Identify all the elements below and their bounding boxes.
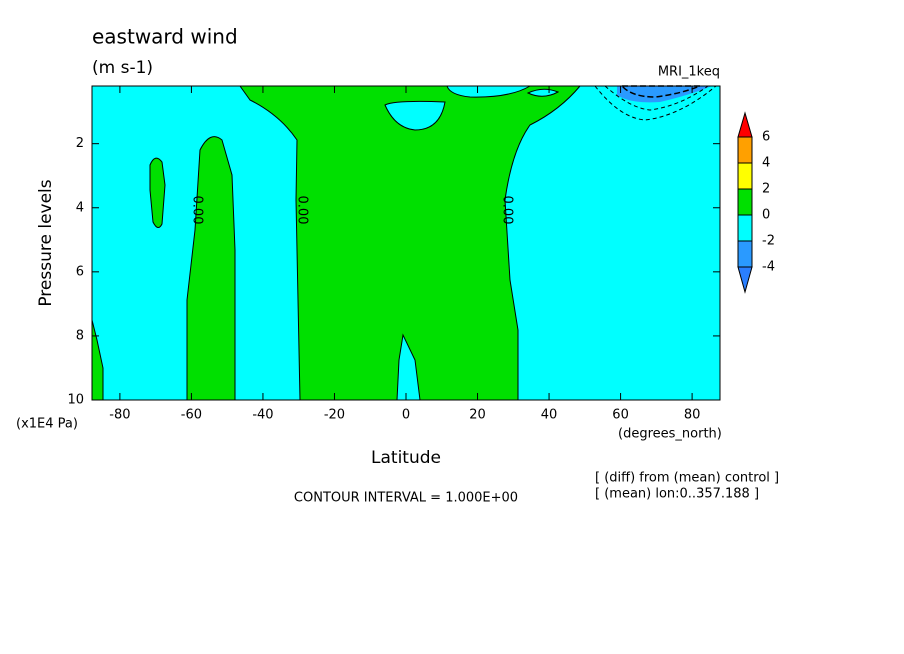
colorbar-label: -2 (762, 234, 775, 249)
colorbar-segment (737, 188, 753, 216)
colorbar-segment (737, 214, 753, 242)
contour-line (594, 85, 717, 121)
colorbar-segment (737, 266, 753, 294)
x-tick-label: 80 (684, 408, 701, 423)
y-tick-label: 6 (76, 264, 84, 279)
contour-fill (149, 157, 166, 228)
y-tick-label: 8 (76, 328, 84, 343)
y-tick-label: 2 (76, 136, 84, 151)
colorbar-segment (737, 162, 753, 190)
contour-line (604, 85, 709, 111)
dataset: MRI_1keq (658, 65, 720, 80)
x-tick-label: -20 (324, 408, 345, 423)
contour-label: 0.00 (190, 196, 205, 225)
annotation: [ (mean) lon:0..357.188 ] (595, 487, 759, 502)
contour-fill (239, 85, 582, 401)
contour-field (91, 85, 720, 401)
x-tick-label: 0 (402, 408, 410, 423)
colorbar-segment (737, 111, 753, 138)
x-tick-label: -60 (181, 408, 202, 423)
colorbar-label: 6 (762, 130, 770, 145)
contour-fill (446, 85, 532, 98)
annotation: [ (diff) from (mean) control ] (595, 471, 779, 486)
contour-fill (186, 136, 236, 401)
contour-label: 0.00 (295, 196, 310, 225)
x-tick-label: 60 (612, 408, 629, 423)
colorbar-label: 0 (762, 208, 770, 223)
colorbar-segment (737, 136, 753, 164)
units: (m s-1) (92, 58, 153, 78)
colorbar-label: 4 (762, 156, 770, 171)
x-tick-label: 20 (469, 408, 486, 423)
contour-fill (384, 100, 446, 131)
colorbar-label: -4 (762, 260, 775, 275)
colorbar-label: 2 (762, 182, 770, 197)
contour-fill (526, 88, 560, 97)
contour-label: 0.00 (500, 196, 515, 225)
x-tick-label: -40 (252, 408, 273, 423)
y-tick-label: 10 (67, 393, 84, 408)
y-tick-label: 4 (76, 200, 84, 215)
x-unit: (degrees_north) (618, 427, 722, 442)
y-unit: (x1E4 Pa) (16, 417, 78, 432)
contour-interval: CONTOUR INTERVAL = 1.000E+00 (294, 491, 518, 506)
x-axis-label: Latitude (371, 448, 441, 468)
colorbar-segment (737, 240, 753, 268)
x-tick-label: 40 (541, 408, 558, 423)
chart-title: eastward wind (92, 25, 238, 49)
y-axis-label: Pressure levels (36, 179, 56, 306)
x-tick-label: -80 (109, 408, 130, 423)
